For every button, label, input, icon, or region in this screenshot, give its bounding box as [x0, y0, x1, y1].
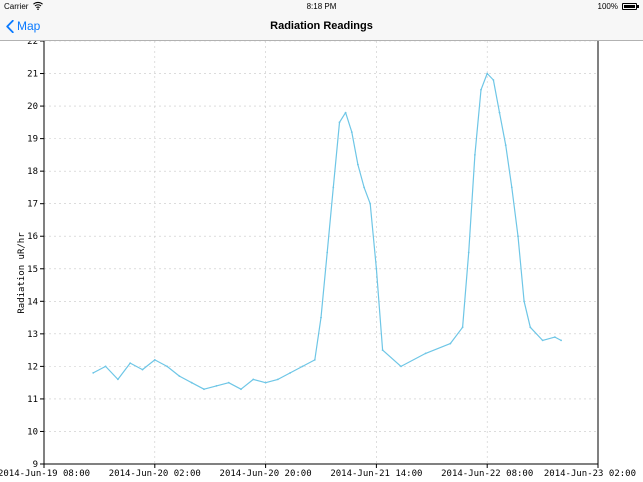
status-bar: Carrier 8:18 PM 100% [0, 0, 643, 14]
back-button[interactable]: Map [6, 19, 40, 33]
data-point [332, 186, 335, 189]
y-tick-label: 17 [27, 200, 38, 210]
grid-lines [44, 41, 598, 465]
data-point [424, 352, 427, 355]
y-tick-label: 10 [27, 427, 38, 437]
x-tick-label: 2014-Jun-20 20:00 [220, 469, 312, 479]
data-point [541, 339, 544, 342]
radiation-chart: 9 10 11 12 13 14 15 16 17 18 19 20 21 22 2014-Jun-19 … [0, 41, 636, 479]
data-point [240, 388, 242, 391]
data-point [480, 88, 482, 91]
data-point [357, 163, 359, 166]
data-point [338, 121, 341, 124]
data-point [129, 362, 132, 364]
data-point [264, 381, 267, 384]
y-tick-label: 13 [27, 330, 38, 340]
series-layer [92, 72, 562, 391]
data-point [92, 372, 95, 374]
clock: 8:18 PM [306, 2, 337, 11]
y-tick-label: 16 [27, 232, 38, 242]
data-point [523, 300, 525, 303]
x-tick-label: 2014-Jun-21 14:00 [330, 469, 422, 479]
data-point [252, 378, 255, 381]
data-point [227, 381, 230, 384]
y-tick-label: 20 [27, 102, 38, 112]
y-tick-label: 11 [27, 395, 38, 405]
data-point [504, 144, 507, 146]
y-tick-label: 9 [33, 460, 38, 470]
y-tick-label: 22 [27, 41, 38, 47]
data-point [141, 368, 144, 371]
data-point [375, 267, 378, 270]
data-point [467, 251, 470, 254]
data-point [498, 111, 501, 114]
page-title: Radiation Readings [270, 20, 373, 32]
wifi-icon [33, 1, 43, 12]
data-point [117, 378, 119, 381]
data-point [203, 388, 205, 391]
data-point [492, 79, 495, 81]
data-point [486, 72, 489, 75]
y-tick-label: 18 [27, 167, 38, 177]
x-tick-label: 2014-Jun-19 08:00 [0, 469, 90, 479]
chevron-left-icon [6, 19, 14, 33]
y-tick-label: 19 [27, 135, 38, 145]
data-point [104, 365, 107, 368]
x-tick-label: 2014-Jun-22 08:00 [441, 469, 533, 479]
data-point [474, 154, 476, 156]
data-point [363, 186, 365, 189]
data-point [529, 326, 532, 329]
x-tick-label: 2014-Jun-20 02:00 [109, 469, 201, 479]
battery-icon [622, 3, 639, 10]
data-point [215, 385, 218, 387]
y-tick-labels: 9 10 11 12 13 14 15 16 17 18 19 20 21 22 [27, 41, 38, 470]
data-point [326, 251, 329, 254]
x-tick-labels: 2014-Jun-19 08:00 2014-Jun-20 02:00 2014-J… [0, 469, 636, 479]
data-point [153, 359, 156, 361]
data-point [178, 375, 181, 377]
data-point [381, 349, 384, 351]
data-point [344, 111, 347, 114]
data-point [369, 202, 372, 205]
axes [40, 41, 599, 468]
y-axis-label: Radiation uR/hr [17, 232, 27, 314]
navigation-bar: Map Radiation Readings [0, 14, 643, 41]
y-tick-label: 14 [27, 297, 38, 307]
data-point [166, 365, 169, 368]
carrier-label: Carrier [4, 2, 29, 11]
data-point [554, 336, 556, 338]
data-point [301, 365, 304, 368]
data-point [313, 359, 316, 361]
back-label: Map [17, 19, 41, 33]
data-point [320, 316, 322, 319]
data-point [461, 326, 464, 329]
y-tick-label: 12 [27, 362, 38, 372]
data-point [289, 372, 292, 374]
data-point [560, 339, 562, 342]
data-point [510, 186, 513, 189]
y-tick-label: 15 [27, 265, 38, 275]
x-tick-label: 2014-Jun-23 02:00 [544, 469, 636, 479]
series-line [92, 72, 562, 390]
data-point [449, 342, 452, 345]
data-point [350, 131, 353, 133]
y-tick-label: 21 [27, 70, 38, 80]
data-point [400, 365, 402, 368]
battery-percent: 100% [597, 2, 618, 11]
data-point [190, 381, 193, 384]
data-point [277, 378, 279, 381]
data-point [517, 235, 519, 238]
